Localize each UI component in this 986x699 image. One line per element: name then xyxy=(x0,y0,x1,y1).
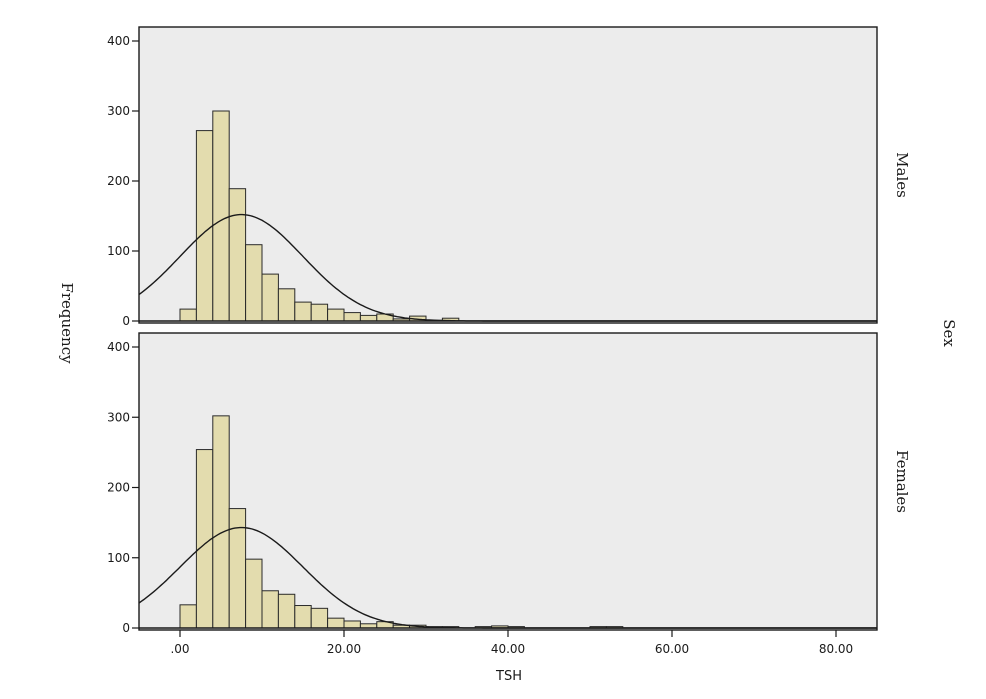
y-tick-label: 300 xyxy=(107,104,130,118)
y-tick-label: 400 xyxy=(107,340,130,354)
histogram-bar xyxy=(310,303,329,322)
histogram-bar xyxy=(294,605,312,629)
x-tick-label: 20.00 xyxy=(327,642,361,656)
histogram-bar xyxy=(294,301,312,322)
x-tick-label: .00 xyxy=(170,642,189,656)
histogram-bar xyxy=(359,314,378,322)
y-tick-label: 300 xyxy=(107,410,130,424)
y-tick-label: 400 xyxy=(107,34,130,48)
histogram-bar xyxy=(327,308,345,322)
histogram-bar xyxy=(212,110,230,322)
x-axis-title: TSH xyxy=(495,669,522,684)
x-tick-label: 60.00 xyxy=(655,642,689,656)
histogram-bar xyxy=(212,415,230,629)
y-tick-label: 200 xyxy=(107,174,130,188)
histogram-bar xyxy=(228,188,247,322)
y-axis-title: Frequency xyxy=(58,282,76,364)
histogram-bar xyxy=(261,273,279,322)
histogram-bar xyxy=(245,244,263,322)
panel-males: 0 100 200 300 400 Males xyxy=(107,26,911,328)
x-tick-label: 80.00 xyxy=(819,642,853,656)
histogram-bar xyxy=(310,607,329,629)
panel-females: 0 100 200 300 400 Females xyxy=(107,332,911,635)
histogram-bar xyxy=(261,590,279,629)
histogram-bar xyxy=(327,617,345,629)
y-tick-label: 0 xyxy=(122,621,130,635)
histogram-bar xyxy=(195,130,214,322)
histogram-bar xyxy=(179,308,197,322)
y-tick-label: 100 xyxy=(107,551,130,565)
normal-curve xyxy=(138,526,877,629)
histogram-bar xyxy=(179,604,197,629)
x-tick-label: 40.00 xyxy=(491,642,525,656)
y-tick-label: 100 xyxy=(107,244,130,258)
histogram-bar xyxy=(245,558,263,629)
histogram-bar xyxy=(277,288,296,322)
facet-title: Sex xyxy=(940,319,958,347)
y-tick-label: 200 xyxy=(107,481,130,495)
panel-frame xyxy=(138,26,878,324)
panel-label: Males xyxy=(893,152,911,198)
y-tick-label: 0 xyxy=(122,314,130,328)
panels-layer: 0 100 200 300 400 Males 0 100 200 300 400 Females .0… xyxy=(107,26,911,656)
histogram-bar xyxy=(277,593,296,629)
histogram-bar xyxy=(343,620,361,629)
histogram-bar xyxy=(228,508,247,629)
normal-curve xyxy=(138,213,877,322)
histogram-bar xyxy=(343,312,361,322)
panel-label: Females xyxy=(893,450,911,513)
